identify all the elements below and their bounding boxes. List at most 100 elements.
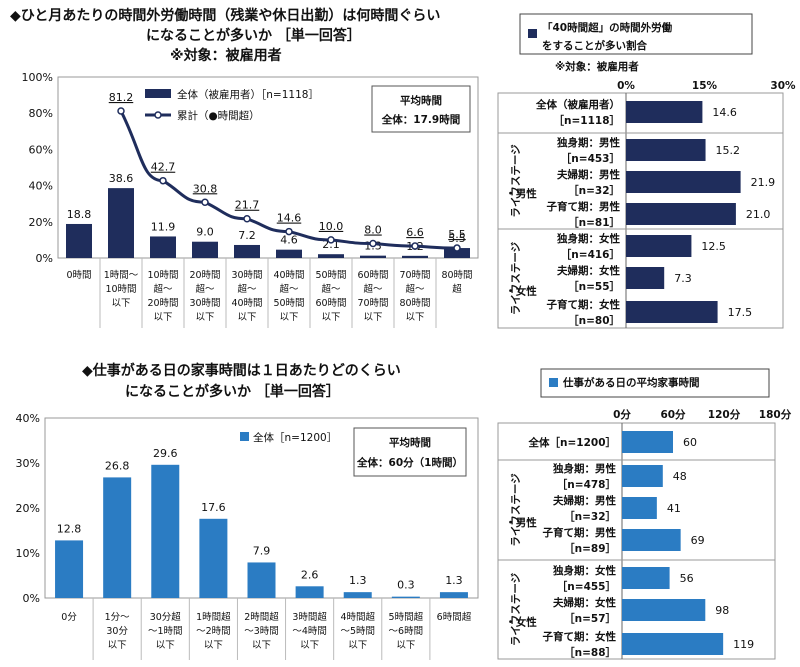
chart1-category-label: 以下: [279, 312, 298, 323]
chart1-bar-value-label: 38.6: [109, 172, 134, 185]
chart1-y-tick-label: 80%: [29, 107, 53, 120]
chart4-title: 仕事がある日の平均家事時間: [562, 376, 700, 389]
chart2-header-box: [519, 13, 753, 55]
chart3-bar: [151, 464, 180, 598]
chart1-cumulative-label: 30.8: [193, 182, 218, 195]
chart1-category-label: 70時間: [399, 270, 430, 281]
chart2-bar-value-label: 21.0: [746, 208, 771, 221]
chart4-bar: [622, 431, 673, 453]
chart1-category-label: 超～: [195, 283, 215, 295]
chart3-category-label: 以下: [156, 640, 175, 651]
chart2-bar: [626, 139, 706, 161]
chart4-row-label: ［n=32］: [564, 510, 616, 523]
chart2-bar-value-label: 7.3: [674, 272, 692, 285]
chart1-y-tick-label: 20%: [29, 216, 53, 229]
chart1-category-label: 10時間: [147, 270, 178, 281]
chart4-bar-value-label: 69: [691, 534, 705, 547]
chart1-category-label: 超～: [363, 283, 383, 295]
chart4-bar-value-label: 48: [673, 470, 687, 483]
chart2-subtitle: ※対象：被雇用者: [555, 60, 639, 73]
chart4-row-label: 夫婦期：女性: [553, 596, 616, 609]
chart1-bar: [360, 255, 386, 258]
chart1-cumulative-point: [411, 242, 419, 250]
chart3-category-label: 以下: [396, 640, 415, 651]
chart1-legend-swatch-bar: [145, 89, 171, 98]
chart1-category-label: 20時間: [189, 270, 220, 281]
chart1-y-tick-label: 40%: [29, 180, 53, 193]
chart1-bar: [150, 236, 176, 258]
chart3-average-box: [353, 427, 467, 477]
chart4-bar: [622, 567, 670, 589]
chart3-category-label: 4時間超: [340, 611, 375, 623]
chart1-y-tick-label: 60%: [29, 143, 53, 156]
chart3-category-label: 以下: [204, 640, 223, 651]
chart2-row-label: ［n=1118］: [554, 114, 621, 127]
chart3-category-label: 5時間超: [389, 611, 424, 623]
chart2-bar: [626, 301, 718, 323]
chart1-category-label: 40時間: [273, 270, 304, 281]
chart1-category-label: 50時間: [315, 270, 346, 281]
chart1-category-label: 80時間: [441, 270, 472, 281]
chart2-row-label: 全体（被雇用者）: [535, 98, 620, 111]
chart1-cumulative-label: 10.0: [319, 220, 344, 233]
chart4-x-tick-label: 120分: [708, 408, 741, 421]
chart3-bar: [391, 596, 420, 598]
chart2-row-label: 独身期：男性: [556, 136, 620, 149]
chart3-category-label: 30分: [106, 626, 128, 637]
chart1-bar: [108, 188, 134, 258]
chart4-x-tick-label: 0分: [613, 408, 631, 421]
chart1-category-label: 70時間: [357, 298, 388, 309]
chart3-bar: [439, 592, 468, 598]
chart4-bar-value-label: 41: [667, 502, 681, 515]
chart3-category-label: ～5時間: [340, 626, 375, 637]
chart1-cumulative-label: 21.7: [235, 199, 260, 212]
chart3-average-heading: 平均時間: [389, 436, 431, 449]
chart2-group-label: ライフステージ: [510, 241, 522, 315]
chart3-category-label: 以下: [108, 640, 127, 651]
chart4-bar: [622, 599, 706, 621]
chart4-bar: [622, 465, 663, 487]
chart1-cumulative-point: [369, 239, 377, 248]
chart1-y-tick-label: 100%: [22, 71, 53, 84]
chart3-category-label: ～1時間: [148, 626, 183, 637]
chart2-row-label: 独身期：女性: [556, 232, 620, 245]
chart2-x-tick-label: 0%: [617, 80, 635, 92]
chart3-bar-value-label: 17.6: [201, 501, 226, 514]
chart2-row-label: ［n=32］: [568, 184, 620, 197]
chart2-bar: [626, 171, 741, 193]
chart1-category-label: 超～: [237, 283, 257, 295]
chart1-bar-value-label: 5.5: [448, 232, 466, 245]
chart1-bar-value-label: 4.6: [280, 234, 298, 247]
chart2-bar-value-label: 12.5: [701, 240, 726, 253]
chart4-header-swatch: [549, 378, 558, 387]
chart2-row-label: ［n=416］: [561, 248, 620, 261]
chart4-row-label: ［n=57］: [564, 612, 616, 625]
chart1-category-label: 以下: [363, 312, 382, 323]
chart3-bar: [103, 477, 132, 598]
chart3-bar-value-label: 1.3: [445, 574, 463, 587]
chart3-category-label: ～4時間: [292, 626, 327, 637]
chart2-x-tick-label: 30%: [770, 80, 796, 92]
chart2-bar-value-label: 17.5: [728, 306, 753, 319]
chart1-cumulative-label: 5.5: [448, 228, 466, 241]
chart1-category-label: 50時間: [273, 298, 304, 309]
chart1-bar-value-label: 9.0: [196, 226, 214, 239]
chart3-category-label: ～6時間: [389, 626, 424, 637]
chart4-row-label: 子育て期：女性: [543, 630, 617, 643]
chart2-row-label: 夫婦期：男性: [557, 168, 620, 181]
chart3-bar: [247, 562, 276, 598]
chart1-cumulative-point: [159, 176, 167, 185]
chart3-category-label: 以下: [348, 640, 367, 651]
chart3-category-label: 1時間超: [196, 611, 231, 623]
chart1-category-label: 以下: [111, 298, 130, 309]
chart4-header-box: [540, 368, 770, 398]
chart1-average-value: 全体：17.9時間: [381, 113, 460, 126]
chart2-title: をすることが多い割合: [542, 39, 647, 52]
chart3-category-label: 3時間超: [292, 611, 327, 623]
chart3-category-label: 2時間超: [244, 611, 279, 623]
chart1-cumulative-label: 6.6: [406, 226, 424, 239]
chart1-category-label: 以下: [321, 312, 340, 323]
chart1-cumulative-point: [201, 198, 209, 207]
chart4-group-sublabel: ・女性: [505, 616, 537, 629]
